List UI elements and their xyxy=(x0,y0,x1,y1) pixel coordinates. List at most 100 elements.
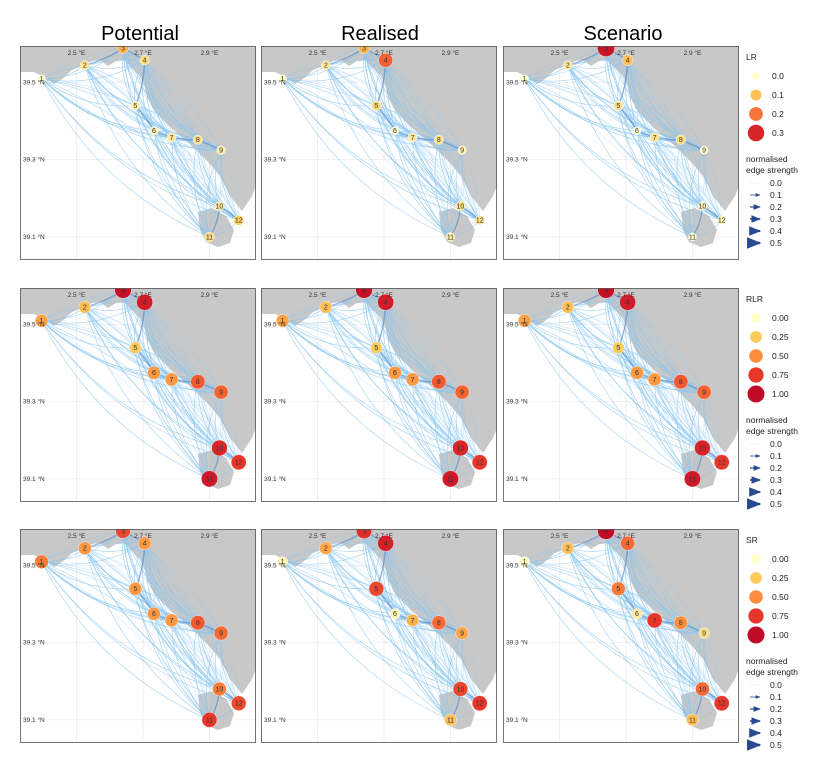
network-edge xyxy=(206,149,222,237)
network-edge xyxy=(524,301,628,321)
network-edge xyxy=(627,543,703,690)
node-9 xyxy=(696,384,712,400)
edge-legend-label: 0.3 xyxy=(770,214,782,224)
node-12 xyxy=(713,695,730,712)
node-1 xyxy=(275,314,290,328)
network-edge xyxy=(135,347,222,393)
node-6 xyxy=(390,126,400,136)
network-edge xyxy=(84,65,239,221)
node-label: 10 xyxy=(216,686,224,693)
network-edge xyxy=(627,302,705,393)
node-label: 12 xyxy=(235,701,243,708)
node-12 xyxy=(471,695,488,712)
network-edge xyxy=(282,320,451,480)
node-1 xyxy=(34,554,49,569)
y-tick-label: 39.1 °N xyxy=(264,233,286,241)
x-tick-label: 2.9 °E xyxy=(684,291,702,299)
node-7 xyxy=(164,372,179,387)
network-edge xyxy=(144,60,210,237)
network-edge xyxy=(524,530,607,562)
edge-legend-label: 0.4 xyxy=(770,487,782,497)
node-label: 4 xyxy=(626,541,630,548)
network-edge xyxy=(524,78,722,221)
network-edge xyxy=(394,130,461,207)
node-9 xyxy=(698,627,710,639)
node-2 xyxy=(563,60,573,71)
node-label: 6 xyxy=(152,128,156,135)
network-edge xyxy=(363,289,451,480)
node-label: 4 xyxy=(143,300,147,307)
legend-label: 0.3 xyxy=(772,128,784,138)
network-edge xyxy=(618,588,693,721)
legend-label: 0.25 xyxy=(772,332,789,342)
panel-frame xyxy=(261,288,497,502)
network-edge xyxy=(412,620,480,704)
node-label: 5 xyxy=(374,586,378,593)
node-4 xyxy=(622,54,634,66)
network-edge xyxy=(394,372,451,479)
node-label: 12 xyxy=(476,460,484,467)
network-edge xyxy=(135,347,210,480)
network-edge xyxy=(627,543,705,634)
x-tick-label: 2.7 °E xyxy=(617,49,635,57)
y-tick-label: 39.3 °N xyxy=(506,639,528,647)
network-edge xyxy=(325,65,451,238)
node-5 xyxy=(611,581,626,596)
edge-legend-title: normalised xyxy=(746,415,788,425)
node-8 xyxy=(433,134,444,145)
legend-label: 0.50 xyxy=(772,351,789,361)
x-tick-label: 2.5 °E xyxy=(551,49,569,57)
network-edge xyxy=(702,150,707,207)
network-edge xyxy=(84,65,220,207)
node-label: 7 xyxy=(653,618,657,625)
network-edge xyxy=(524,320,693,480)
network-edge xyxy=(605,530,703,690)
network-edge xyxy=(193,139,210,237)
network-edge xyxy=(363,530,439,623)
node-label: 2 xyxy=(324,63,328,70)
network-edge xyxy=(627,60,638,131)
network-edge xyxy=(171,137,239,221)
network-edge xyxy=(636,372,693,479)
node-2 xyxy=(79,60,90,71)
network-edge xyxy=(171,379,210,480)
network-edge xyxy=(135,105,220,207)
y-tick-label: 39.3 °N xyxy=(23,398,45,406)
network-edge xyxy=(524,59,628,79)
node-label: 9 xyxy=(702,390,706,397)
network-edge xyxy=(171,620,210,721)
network-edge xyxy=(524,561,693,721)
edge-legend-label: 0.2 xyxy=(770,704,782,714)
edge-legend-label: 0.1 xyxy=(770,692,782,702)
y-tick-label: 39.3 °N xyxy=(264,398,286,406)
node-label: 2 xyxy=(83,305,87,312)
node-label: 6 xyxy=(152,370,156,377)
edge-legend-label: 0.4 xyxy=(770,728,782,738)
network-edge xyxy=(438,139,461,207)
network-edge xyxy=(605,530,681,623)
network-edge xyxy=(412,620,451,721)
node-label: 3 xyxy=(121,528,125,535)
node-label: 6 xyxy=(393,370,397,377)
network-edge xyxy=(636,372,693,480)
network-edge xyxy=(325,307,451,480)
network-edge xyxy=(144,543,220,690)
network-edge xyxy=(636,613,693,721)
network-edge xyxy=(627,60,705,151)
network-edge xyxy=(197,139,239,221)
panel-frame xyxy=(503,46,739,260)
network-edge xyxy=(144,543,172,621)
node-10 xyxy=(695,681,710,697)
node-2 xyxy=(319,541,333,555)
node-2 xyxy=(321,60,331,71)
node-label: 12 xyxy=(718,701,726,708)
x-tick-label: 2.9 °E xyxy=(684,49,702,57)
node-label: 1 xyxy=(281,559,285,566)
node-9 xyxy=(457,145,467,155)
network-edge xyxy=(209,150,222,237)
node-8 xyxy=(192,134,203,145)
node-10 xyxy=(214,201,225,211)
y-tick-label: 39.1 °N xyxy=(506,716,528,724)
network-edge xyxy=(193,622,210,720)
node-label: 4 xyxy=(143,58,147,65)
